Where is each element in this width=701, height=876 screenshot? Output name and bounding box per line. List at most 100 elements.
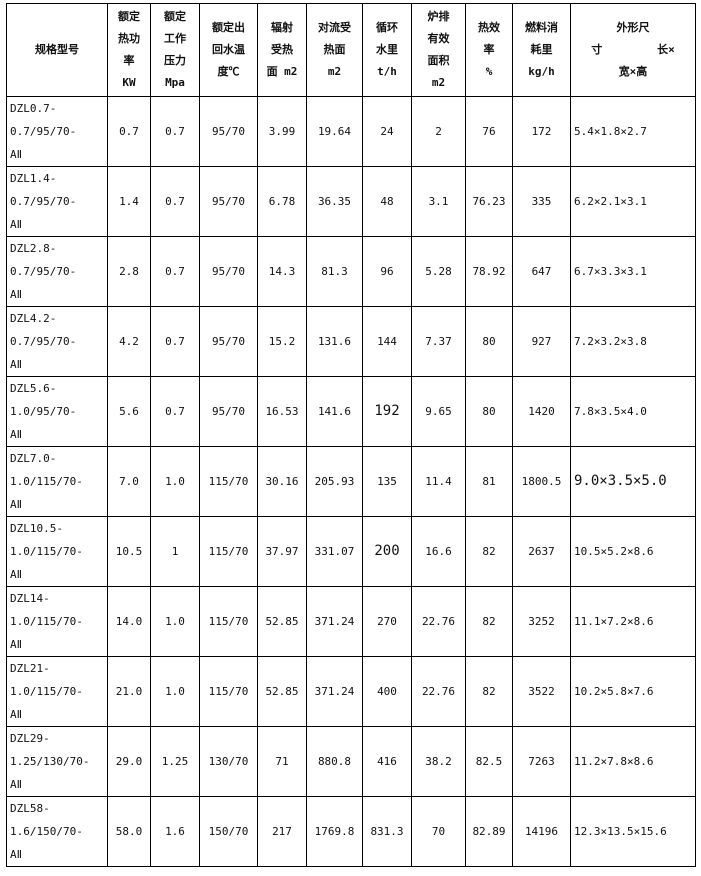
table-cell: 131.6 [306, 306, 363, 377]
table-cell: 130/70 [199, 726, 258, 797]
table-cell: 335 [512, 166, 571, 237]
table-cell: 2 [411, 96, 466, 167]
table-cell: 831.3 [362, 796, 412, 867]
table-cell: 1.0 [150, 446, 200, 517]
table-cell: 11.4 [411, 446, 466, 517]
table-cell: 81.3 [306, 236, 363, 307]
table-cell: 11.2×7.8×8.6 [570, 726, 696, 797]
table-cell: 416 [362, 726, 412, 797]
column-header: 规格型号 [6, 3, 108, 97]
column-header: 炉排 有效 面积 m2 [411, 3, 466, 97]
table-cell: 3252 [512, 586, 571, 657]
table-cell: 1.25 [150, 726, 200, 797]
table-cell: 115/70 [199, 586, 258, 657]
table-cell: 1 [150, 516, 200, 587]
table-cell: 1769.8 [306, 796, 363, 867]
table-cell: 7.0 [107, 446, 151, 517]
table-cell: 15.2 [257, 306, 307, 377]
model-cell: DZL1.4- 0.7/95/70- AⅡ [6, 166, 108, 237]
table-cell: 7.37 [411, 306, 466, 377]
table-cell: 0.7 [107, 96, 151, 167]
model-cell: DZL0.7- 0.7/95/70- AⅡ [6, 96, 108, 167]
table-cell: 9.65 [411, 376, 466, 447]
table-cell: 2.8 [107, 236, 151, 307]
table-cell: 5.28 [411, 236, 466, 307]
table-cell: 30.16 [257, 446, 307, 517]
table-cell: 22.76 [411, 586, 466, 657]
model-cell: DZL58- 1.6/150/70- AⅡ [6, 796, 108, 867]
table-cell: 14.3 [257, 236, 307, 307]
column-header: 辐射 受热 面 m2 [257, 3, 307, 97]
table-row: DZL58- 1.6/150/70- AⅡ 58.0 1.6 150/70 217 176… [6, 796, 696, 867]
table-cell: 48 [362, 166, 412, 237]
table-row: DZL21- 1.0/115/70- AⅡ 21.0 1.0 115/70 52.85 3… [6, 656, 696, 727]
model-cell: DZL4.2- 0.7/95/70- AⅡ [6, 306, 108, 377]
table-cell: 3522 [512, 656, 571, 727]
column-header: 循环 水里 t/h [362, 3, 412, 97]
table-row: DZL10.5- 1.0/115/70- AⅡ 10.5 1 115/70 37.97 3… [6, 516, 696, 587]
table-cell: 82.89 [465, 796, 513, 867]
table-cell: 19.64 [306, 96, 363, 167]
table-cell: 205.93 [306, 446, 363, 517]
table-cell: 10.2×5.8×7.6 [570, 656, 696, 727]
table-cell: 150/70 [199, 796, 258, 867]
table-cell: 10.5×5.2×8.6 [570, 516, 696, 587]
table-cell: 80 [465, 376, 513, 447]
column-header: 额定 热功 率 KW [107, 3, 151, 97]
model-cell: DZL21- 1.0/115/70- AⅡ [6, 656, 108, 727]
table-cell: 70 [411, 796, 466, 867]
table-cell: 11.1×7.2×8.6 [570, 586, 696, 657]
table-cell: 3.99 [257, 96, 307, 167]
table-cell: 12.3×13.5×15.6 [570, 796, 696, 867]
table-cell: 80 [465, 306, 513, 377]
table-row: DZL4.2- 0.7/95/70- AⅡ 4.2 0.7 95/70 15.2 131.… [6, 306, 696, 377]
table-cell: 172 [512, 96, 571, 167]
table-cell: 76.23 [465, 166, 513, 237]
model-cell: DZL7.0- 1.0/115/70- AⅡ [6, 446, 108, 517]
table-cell: 22.76 [411, 656, 466, 727]
table-cell: 7.2×3.2×3.8 [570, 306, 696, 377]
table-cell: 0.7 [150, 236, 200, 307]
table-row: DZL14- 1.0/115/70- AⅡ 14.0 1.0 115/70 52.85 3… [6, 586, 696, 657]
table-cell: 135 [362, 446, 412, 517]
table-cell: 0.7 [150, 376, 200, 447]
table-cell: 0.7 [150, 306, 200, 377]
table-cell: 144 [362, 306, 412, 377]
table-cell: 95/70 [199, 166, 258, 237]
table-row: DZL29- 1.25/130/70- AⅡ 29.0 1.25 130/70 71 88… [6, 726, 696, 797]
table-cell: 76 [465, 96, 513, 167]
table-cell: 95/70 [199, 96, 258, 167]
table-cell: 7263 [512, 726, 571, 797]
table-cell: 52.85 [257, 656, 307, 727]
table-cell: 0.7 [150, 96, 200, 167]
model-cell: DZL2.8- 0.7/95/70- AⅡ [6, 236, 108, 307]
table-cell: 96 [362, 236, 412, 307]
table-cell: 1800.5 [512, 446, 571, 517]
table-cell: 371.24 [306, 656, 363, 727]
table-row: DZL1.4- 0.7/95/70- AⅡ 1.4 0.7 95/70 6.78 36.3… [6, 166, 696, 237]
table-cell: 10.5 [107, 516, 151, 587]
table-cell: 21.0 [107, 656, 151, 727]
table-cell: 1420 [512, 376, 571, 447]
table-cell: 371.24 [306, 586, 363, 657]
table-cell: 1.0 [150, 656, 200, 727]
table-cell: 6.7×3.3×3.1 [570, 236, 696, 307]
table-cell: 29.0 [107, 726, 151, 797]
table-cell: 1.4 [107, 166, 151, 237]
table-cell: 192 [362, 376, 412, 447]
table-cell: 217 [257, 796, 307, 867]
boiler-spec-table: 规格型号 额定 热功 率 KW 额定 工作 压力 Mpa 额定出 回水温 度℃ 辐射 受… [6, 3, 696, 867]
table-cell: 16.6 [411, 516, 466, 587]
table-cell: 880.8 [306, 726, 363, 797]
column-header: 额定出 回水温 度℃ [199, 3, 258, 97]
table-cell: 270 [362, 586, 412, 657]
table-cell: 82 [465, 586, 513, 657]
table-row: DZL5.6- 1.0/95/70- AⅡ 5.6 0.7 95/70 16.53 141… [6, 376, 696, 447]
table-cell: 82 [465, 656, 513, 727]
table-cell: 6.78 [257, 166, 307, 237]
table-cell: 95/70 [199, 376, 258, 447]
table-cell: 200 [362, 516, 412, 587]
column-header: 热效 率 % [465, 3, 513, 97]
table-cell: 24 [362, 96, 412, 167]
table-cell: 927 [512, 306, 571, 377]
